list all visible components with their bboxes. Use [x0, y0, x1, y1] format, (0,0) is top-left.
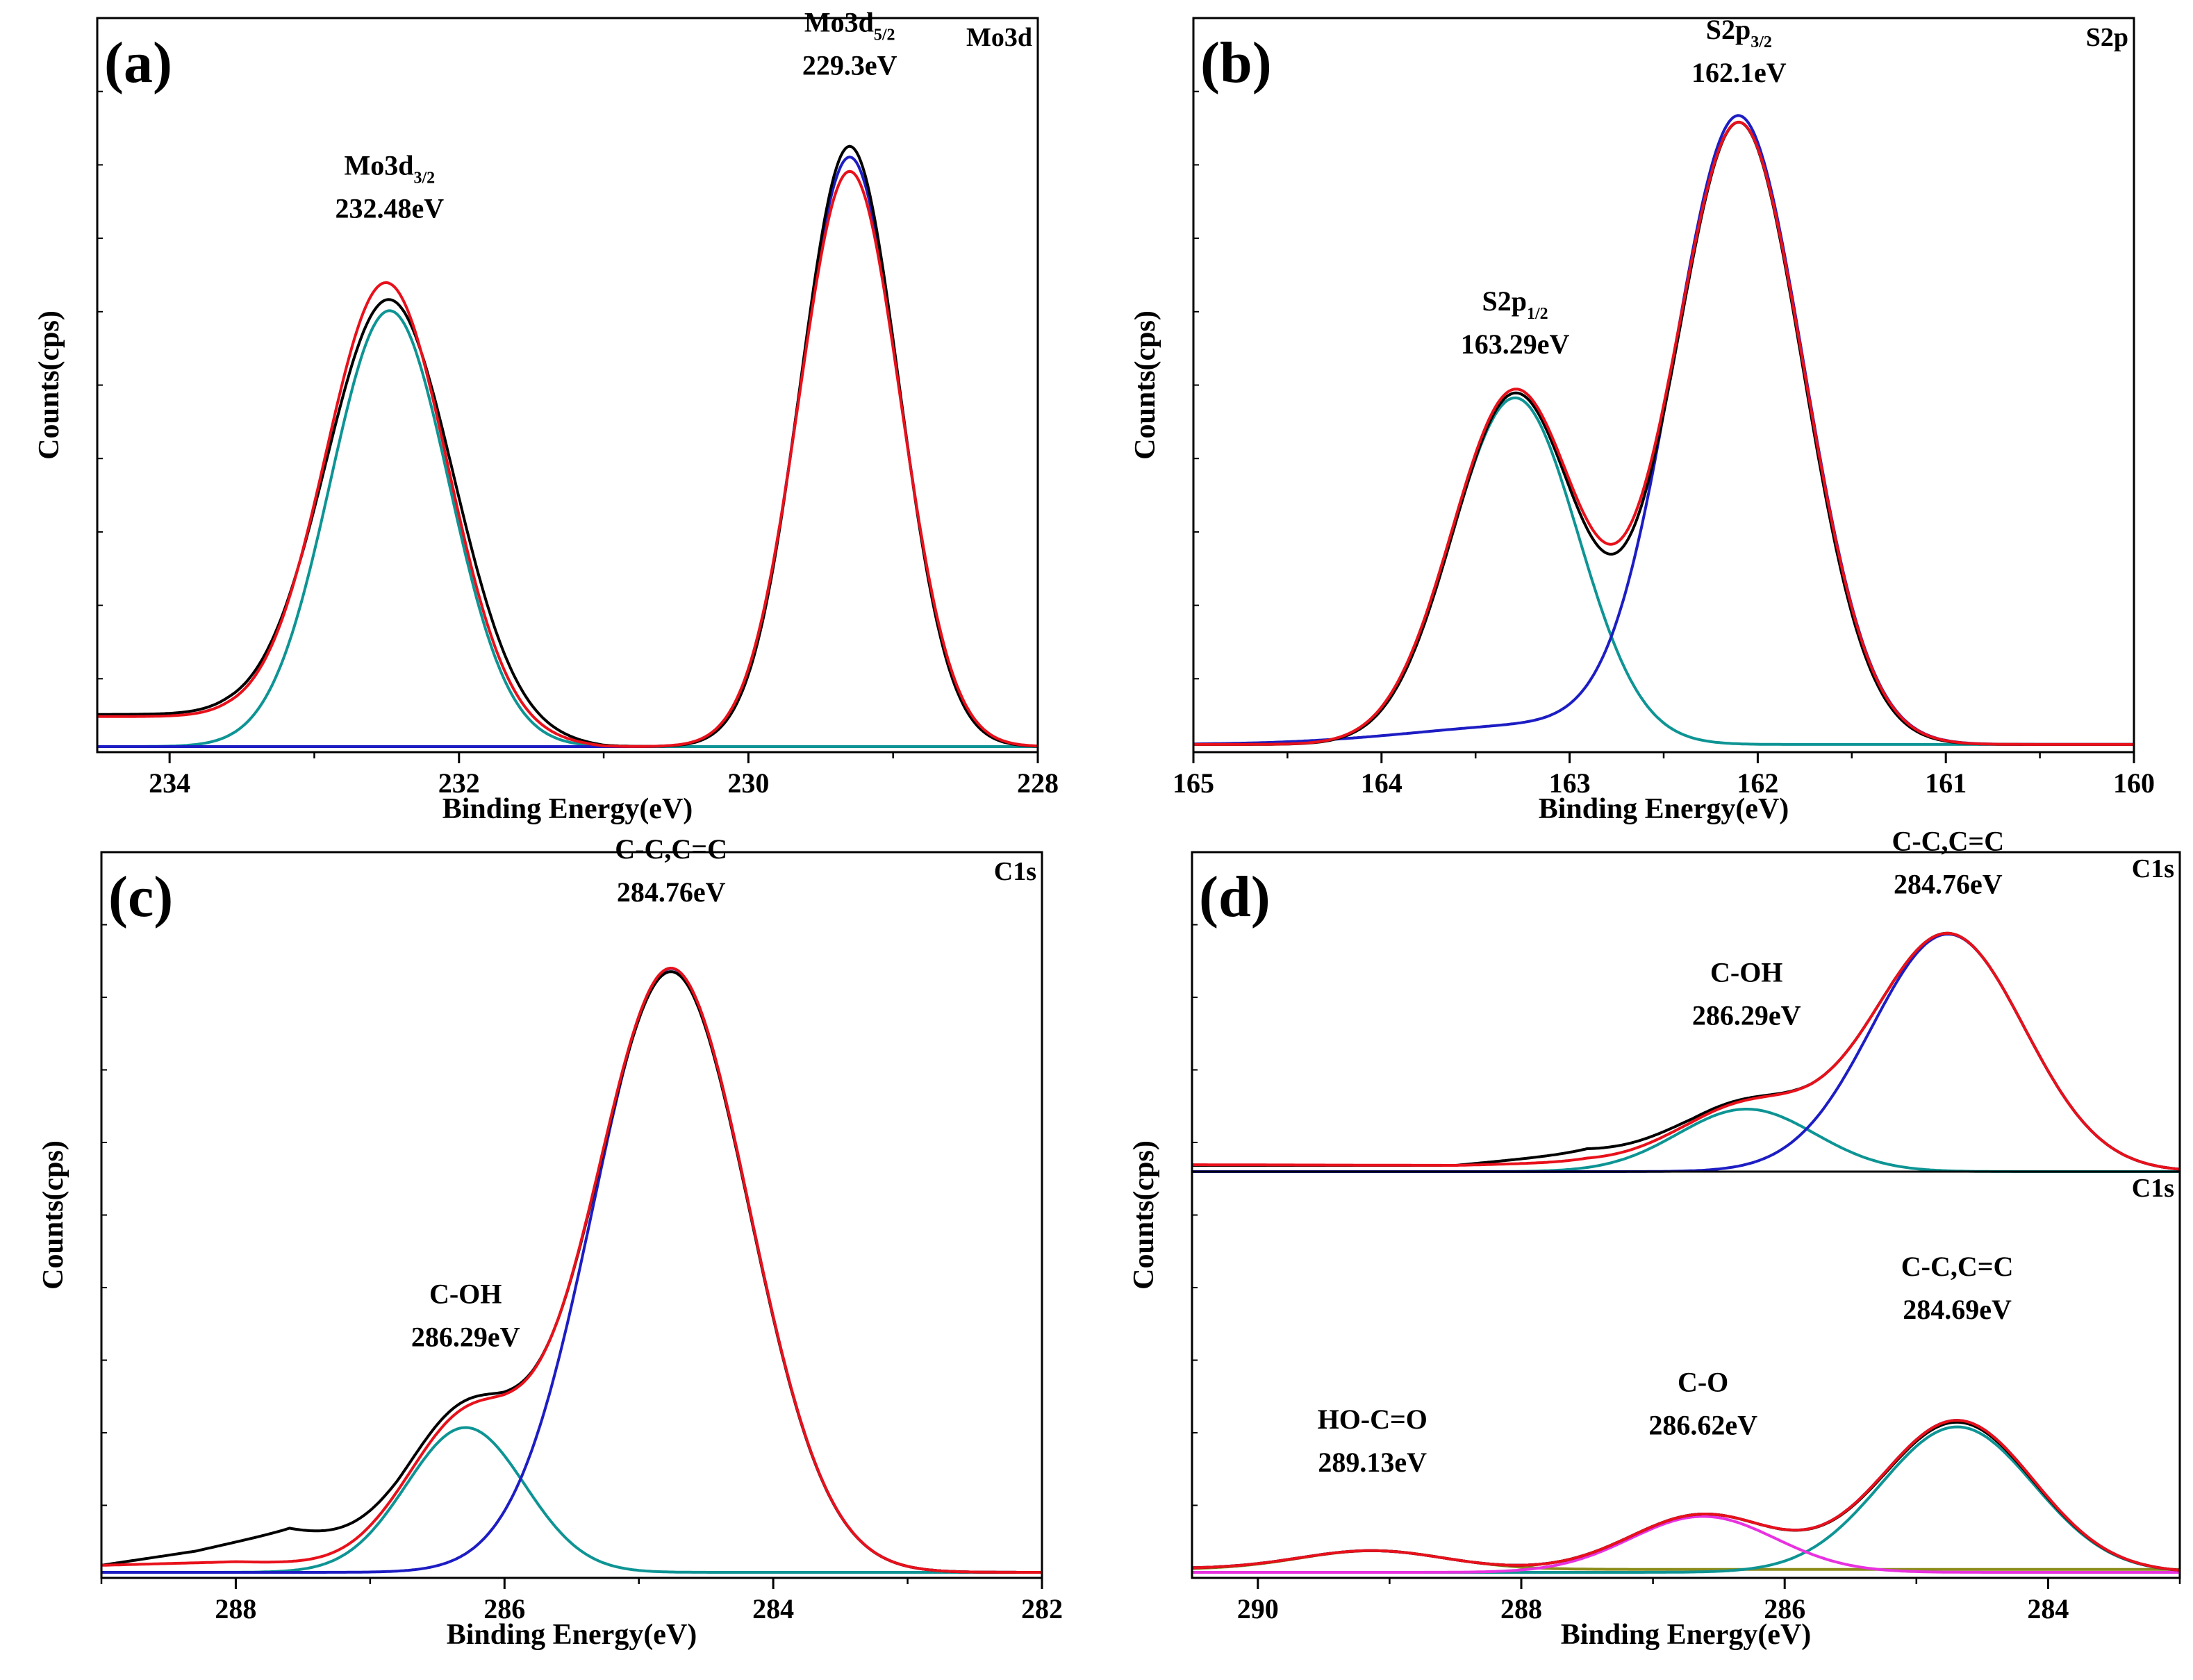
- panel-c-x-axis-label: Binding Energy(eV): [447, 1619, 697, 1651]
- panel-d-sub1-envelope-line: [1192, 931, 2180, 1171]
- panel-d-sub2-corner-label: C1s: [2132, 1174, 2174, 1203]
- panel-d-sub2-peak-name: C-O: [1678, 1366, 1728, 1397]
- panel-c-panel-letter: (c): [108, 865, 173, 929]
- panel-d-sub1-peak-energy: 286.29eV: [1692, 1000, 1801, 1031]
- panel-d-sub2-peak-label: C-C,C=C: [1901, 1251, 2014, 1282]
- panel-a-measured-line: [97, 144, 1038, 748]
- panel-c-corner-label: C1s: [994, 857, 1036, 886]
- panel-c-x-tick-label: 288: [215, 1593, 256, 1624]
- panel-c-x-tick-label: 284: [752, 1593, 794, 1624]
- panel-d-y-axis-label: Counts(cps): [1128, 1140, 1160, 1290]
- panel-b-x-tick-label: 160: [2113, 767, 2155, 799]
- panel-a-envelope-line: [97, 169, 1038, 748]
- panel-a-peak-label: Mo3d5/2: [804, 7, 895, 44]
- panel-d-sub2-peak-energy: 286.62eV: [1648, 1409, 1757, 1440]
- panel-d-x-tick-label: 284: [2027, 1593, 2069, 1624]
- panel-b-peak-label: S2p3/2: [1706, 14, 1772, 51]
- panel-d-sub2-peak-name: HO-C=O: [1318, 1404, 1427, 1435]
- panel-b-peak-label: S2p1/2: [1482, 285, 1548, 323]
- panel-b-x-tick-label: 161: [1925, 767, 1967, 799]
- panel-d: C-C,C=C284.76eVC-OH286.29eVC1sC-C,C=C284…: [1128, 826, 2181, 1651]
- panel-b-panel-letter: (b): [1200, 31, 1272, 95]
- panel-c-x-tick-label: 286: [483, 1593, 525, 1624]
- panel-b-peak-name: S2p: [1706, 14, 1751, 45]
- panel-a-x-axis-label: Binding Energy(eV): [442, 793, 693, 825]
- panel-d-subplot-2: C-C,C=C 284.69eV C-O 286.62eV HO-C=O 289.13eV…: [1191, 1174, 2180, 1574]
- panel-d-sub2-peak-label: C-O: [1678, 1366, 1728, 1397]
- panel-d-sub2-peak-energy: 289.13eV: [1318, 1447, 1427, 1478]
- panel-a-peak-label: Mo3d3/2: [344, 150, 435, 188]
- panel-a-peak-name: Mo3d: [804, 7, 874, 38]
- panel-b-peak-name: S2p: [1482, 285, 1527, 317]
- panel-c-x-tick-label: 282: [1021, 1593, 1063, 1624]
- panel-a-x-tick-label: 234: [149, 767, 190, 799]
- panel-d-sub2-peak-name: C-C,C=C: [1901, 1251, 2014, 1282]
- panel-d-sub1-peak-energy: 284.76eV: [1894, 869, 2003, 900]
- panel-b-y-axis-label: Counts(cps): [1129, 310, 1161, 460]
- panel-b-x-axis-label: Binding Energy(eV): [1539, 793, 1789, 825]
- panel-a-peak-subscript: 3/2: [413, 169, 435, 188]
- panel-a-peak-energy: 232.48eV: [335, 193, 444, 224]
- panel-c: C-C,C=C 284.76eV C-OH 286.29eV 288 286 284 282 B…: [38, 833, 1063, 1651]
- panel-b-corner-label: S2p: [2086, 23, 2128, 52]
- panel-b-x-tick-label: 162: [1737, 767, 1778, 799]
- panel-d-sub2-peak-energy: 284.69eV: [1903, 1294, 2012, 1325]
- panel-d-sub2-envelope-line: [1191, 1419, 2180, 1572]
- panel-b-peak-subscript: 1/2: [1527, 305, 1548, 323]
- panel-d-sub1-peak-label: C-OH: [1710, 957, 1782, 988]
- panel-b-peak-subscript: 3/2: [1751, 33, 1772, 51]
- panel-d-sub2-peak_c-line: [1192, 1515, 2180, 1574]
- panel-b-x-tick-label: 165: [1173, 767, 1214, 799]
- panel-b-x-tick-label: 164: [1361, 767, 1402, 799]
- panel-a-x-tick-label: 228: [1017, 767, 1059, 799]
- panel-d-sub1-peak-name: C-OH: [1710, 957, 1782, 988]
- panel-d-sub1-corner-label: C1s: [2132, 854, 2174, 883]
- panel-c-peak-label: C-C,C=C: [615, 833, 727, 865]
- panel-a-peak_b-line: [97, 309, 1038, 748]
- panel-b-envelope-line: [1193, 120, 2134, 746]
- panel-a-x-tick-label: 230: [727, 767, 769, 799]
- panel-d-sub2-peak-label: HO-C=O: [1318, 1404, 1427, 1435]
- panel-c-envelope-line: [101, 967, 1042, 1574]
- panel-a-peak-subscript: 5/2: [874, 26, 895, 44]
- panel-d-x-tick-label: 290: [1237, 1593, 1279, 1624]
- panel-d-x-axis-label: Binding Energy(eV): [1561, 1619, 1812, 1651]
- panel-b-peak-energy: 162.1eV: [1691, 57, 1787, 88]
- panel-b-x-tick-label: 163: [1549, 767, 1591, 799]
- panel-a-corner-label: Mo3d: [966, 23, 1032, 52]
- panel-c-peak-energy: 284.76eV: [617, 876, 726, 908]
- panel-d-x-tick-label: 286: [1764, 1593, 1805, 1624]
- panel-a-peak-name: Mo3d: [344, 150, 413, 181]
- panel-d-x-tick-label: 288: [1500, 1593, 1542, 1624]
- panel-a-panel-letter: (a): [104, 31, 172, 95]
- panel-a-x-tick-label: 232: [438, 767, 480, 799]
- panel-b-peak-energy: 163.29eV: [1461, 328, 1570, 360]
- panel-c-y-axis-label: Counts(cps): [38, 1140, 69, 1290]
- panel-c-peak-label: C-OH: [429, 1279, 502, 1310]
- panel-c-peak-name: C-C,C=C: [615, 833, 727, 865]
- panel-a-y-axis-label: Counts(cps): [33, 310, 65, 460]
- panel-c-peak-energy: 286.29eV: [411, 1322, 520, 1353]
- panel-a-peak-energy: 229.3eV: [802, 50, 897, 81]
- panel-c-peak-name: C-OH: [429, 1279, 502, 1310]
- panel-d-panel-letter: (d): [1199, 865, 1271, 929]
